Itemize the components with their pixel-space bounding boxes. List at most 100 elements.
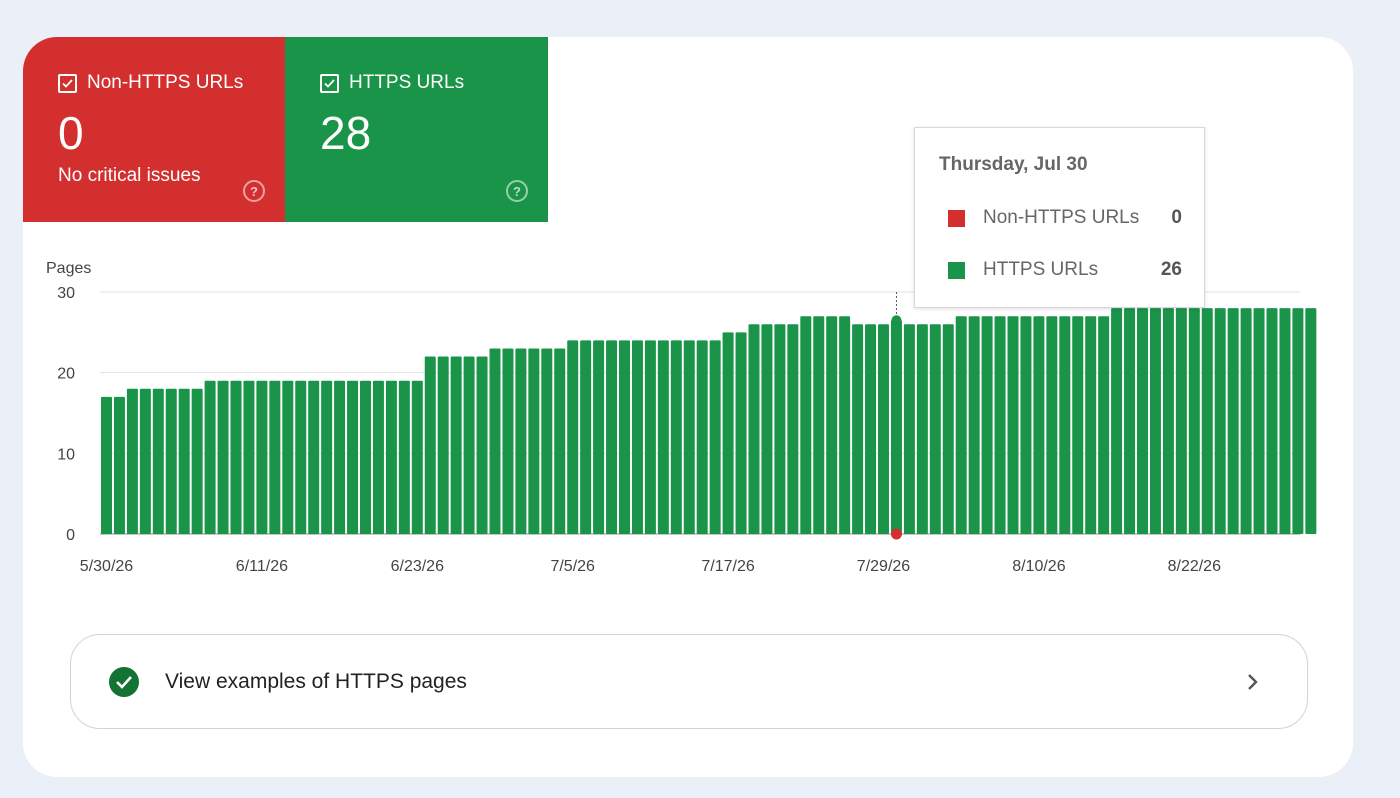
bar-https-75 (1072, 316, 1084, 534)
bar-https-3 (139, 388, 151, 534)
bar-https-74 (1059, 316, 1071, 534)
bar-https-41 (631, 340, 643, 534)
bar-https-15 (295, 380, 307, 534)
bar-https-91 (1279, 308, 1291, 534)
bar-https-44 (670, 340, 682, 534)
bar-https-21 (372, 380, 384, 534)
bar-https-33 (528, 348, 540, 534)
bar-https-84 (1188, 308, 1200, 534)
tooltip-row-https: HTTPS URLs 26 (948, 258, 1182, 282)
bar-https-60 (878, 324, 889, 534)
bar-https-34 (541, 348, 553, 534)
bar-https-22 (385, 380, 397, 534)
bar-https-12 (256, 380, 268, 534)
bar-https-69 (994, 316, 1006, 534)
y-axis-label: Pages (46, 260, 91, 277)
bar-https-5 (165, 388, 177, 534)
bar-https-51 (761, 324, 773, 534)
bar-https-42 (644, 340, 656, 534)
bar-https-7 (191, 388, 203, 534)
non-https-status: No critical issues (58, 165, 201, 186)
bar-https-17 (321, 380, 333, 534)
bar-https-58 (852, 324, 864, 534)
hover-point-https (891, 315, 902, 326)
bar-https-61 (890, 320, 902, 534)
bar-https-63 (916, 324, 928, 534)
bar-https-28 (463, 356, 475, 534)
bar-https-78 (1111, 308, 1123, 534)
bar-https-88 (1240, 308, 1252, 534)
legend-swatch-red (948, 209, 965, 227)
tooltip-value: 26 (1160, 259, 1182, 280)
bar-https-35 (554, 348, 566, 534)
y-tick-label: 30 (57, 285, 75, 302)
non-https-tile-label: Non-HTTPS URLs (87, 72, 244, 93)
bar-https-1 (113, 396, 125, 534)
non-https-tile[interactable]: Non-HTTPS URLs 0 No critical issues ? (23, 37, 285, 222)
bar-https-80 (1137, 308, 1148, 534)
bar-https-46 (696, 340, 708, 534)
bar-https-14 (282, 380, 294, 534)
bar-https-13 (269, 380, 281, 534)
x-tick-label: 7/17/26 (701, 558, 754, 575)
https-count: 28 (320, 107, 372, 159)
bar-https-25 (424, 356, 436, 534)
bar-https-77 (1098, 316, 1110, 534)
bar-https-90 (1266, 308, 1278, 534)
chart-tooltip: Thursday, Jul 30 Non-HTTPS URLs 0 HTTPS … (914, 127, 1205, 308)
bar-https-49 (735, 332, 747, 534)
bar-https-66 (955, 316, 967, 534)
y-tick-label: 0 (66, 527, 75, 544)
bar-https-2 (126, 388, 138, 534)
bar-https-23 (398, 380, 410, 534)
tooltip-label: Non-HTTPS URLs (983, 207, 1140, 228)
checkbox-icon[interactable] (320, 73, 339, 93)
bar-https-76 (1085, 316, 1097, 534)
bar-https-45 (683, 340, 695, 534)
help-icon[interactable]: ? (243, 180, 265, 202)
bar-https-81 (1149, 308, 1161, 534)
bar-https-20 (360, 380, 371, 534)
bar-https-62 (903, 324, 915, 534)
bar-https-93 (1305, 308, 1317, 534)
bar-https-54 (800, 316, 812, 534)
bar-https-11 (243, 380, 255, 534)
bar-https-30 (489, 348, 501, 534)
x-tick-label: 6/23/26 (391, 558, 444, 575)
x-tick-label: 7/5/26 (550, 558, 595, 575)
bar-https-86 (1214, 308, 1226, 534)
view-examples-button[interactable]: View examples of HTTPS pages (70, 634, 1308, 729)
bar-https-47 (709, 340, 721, 534)
bar-https-10 (230, 380, 242, 534)
bar-https-39 (606, 340, 618, 534)
bar-https-65 (942, 324, 954, 534)
https-tile[interactable]: HTTPS URLs 28 ? (285, 37, 548, 222)
view-examples-label: View examples of HTTPS pages (165, 669, 467, 693)
bar-https-92 (1292, 308, 1304, 534)
checkbox-icon[interactable] (58, 73, 77, 93)
bar-https-26 (437, 356, 449, 534)
bar-https-6 (178, 388, 190, 534)
bar-https-0 (101, 396, 112, 534)
bar-https-38 (593, 340, 605, 534)
bar-https-89 (1253, 308, 1265, 534)
check-circle-icon (109, 666, 139, 697)
help-icon[interactable]: ? (506, 180, 528, 202)
bar-https-43 (657, 340, 669, 534)
bar-https-52 (774, 324, 786, 534)
bar-https-24 (411, 380, 423, 534)
bar-https-16 (308, 380, 320, 534)
bar-https-19 (347, 380, 359, 534)
bar-https-29 (476, 356, 488, 534)
bar-https-79 (1124, 308, 1136, 534)
bar-https-55 (813, 316, 825, 534)
tooltip-label: HTTPS URLs (983, 259, 1099, 280)
tooltip-value: 0 (1171, 207, 1182, 228)
bar-https-8 (204, 380, 216, 534)
coverage-card: Pages 0 10 20 30 5/30/26 6/11/26 6/23/26 7/5/26 7… (23, 37, 1353, 777)
https-tile-label: HTTPS URLs (349, 72, 465, 93)
bar-https-37 (580, 340, 592, 534)
bar-https-4 (152, 388, 164, 534)
y-tick-label: 10 (57, 446, 75, 463)
bar-https-68 (981, 316, 993, 534)
